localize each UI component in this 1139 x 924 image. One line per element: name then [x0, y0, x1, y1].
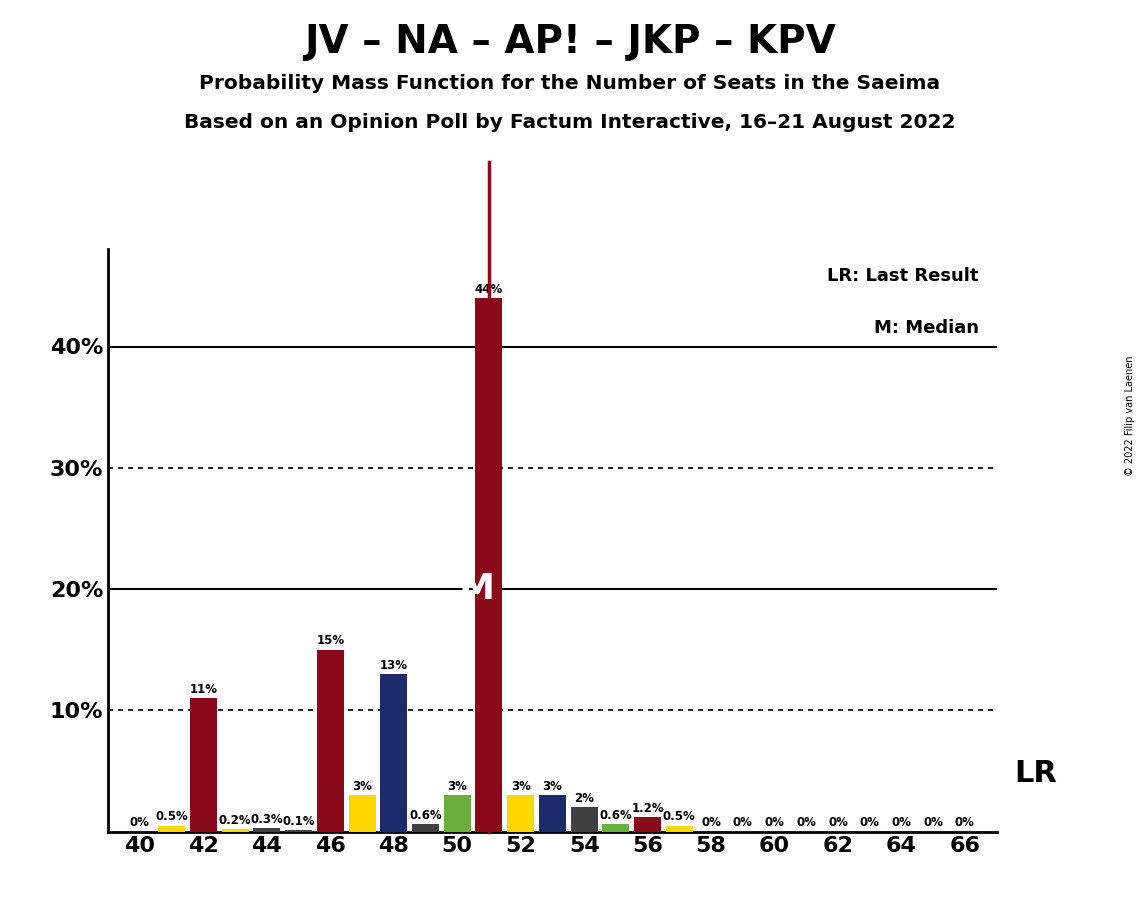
Text: JV – NA – AP! – JKP – KPV: JV – NA – AP! – JKP – KPV [304, 23, 835, 61]
Text: 3%: 3% [352, 780, 372, 793]
Bar [444, 796, 470, 832]
Text: 3%: 3% [542, 780, 563, 793]
Bar [190, 699, 216, 832]
Bar [603, 824, 630, 832]
Text: M: M [458, 572, 494, 606]
Text: © 2022 Filip van Laenen: © 2022 Filip van Laenen [1125, 356, 1134, 476]
Text: 1.2%: 1.2% [631, 802, 664, 815]
Bar [380, 674, 408, 832]
Text: LR: Last Result: LR: Last Result [827, 267, 978, 285]
Bar [349, 796, 376, 832]
Text: 0%: 0% [130, 816, 150, 829]
Bar [317, 650, 344, 832]
Text: 2%: 2% [574, 792, 595, 805]
Text: 0%: 0% [860, 816, 879, 829]
Text: 0.5%: 0.5% [663, 810, 696, 823]
Text: 0%: 0% [828, 816, 847, 829]
Text: Based on an Opinion Poll by Factum Interactive, 16–21 August 2022: Based on an Opinion Poll by Factum Inter… [183, 113, 956, 132]
Bar [634, 817, 661, 832]
Bar [285, 831, 312, 832]
Text: 44%: 44% [475, 283, 503, 296]
Text: 0.1%: 0.1% [282, 815, 314, 828]
Bar [222, 829, 248, 832]
Bar [571, 808, 598, 832]
Bar [158, 825, 186, 832]
Text: 0%: 0% [796, 816, 817, 829]
Text: 0%: 0% [702, 816, 721, 829]
Text: 0.5%: 0.5% [155, 810, 188, 823]
Text: 0%: 0% [892, 816, 911, 829]
Bar [539, 796, 566, 832]
Text: 3%: 3% [448, 780, 467, 793]
Bar [507, 796, 534, 832]
Text: LR: LR [1015, 759, 1057, 788]
Text: 0%: 0% [954, 816, 975, 829]
Text: 13%: 13% [379, 659, 408, 672]
Text: 0.6%: 0.6% [409, 808, 442, 822]
Text: Probability Mass Function for the Number of Seats in the Saeima: Probability Mass Function for the Number… [199, 74, 940, 93]
Text: 3%: 3% [510, 780, 531, 793]
Text: 0.6%: 0.6% [599, 808, 632, 822]
Text: 15%: 15% [317, 634, 344, 647]
Text: 0.3%: 0.3% [251, 812, 284, 825]
Text: 0%: 0% [764, 816, 785, 829]
Bar [666, 825, 693, 832]
Text: M: Median: M: Median [874, 320, 978, 337]
Bar [475, 298, 502, 832]
Text: 0%: 0% [924, 816, 943, 829]
Text: 0.2%: 0.2% [219, 814, 252, 827]
Bar [412, 824, 439, 832]
Text: 0%: 0% [732, 816, 753, 829]
Text: 11%: 11% [189, 683, 218, 696]
Bar [253, 828, 280, 832]
